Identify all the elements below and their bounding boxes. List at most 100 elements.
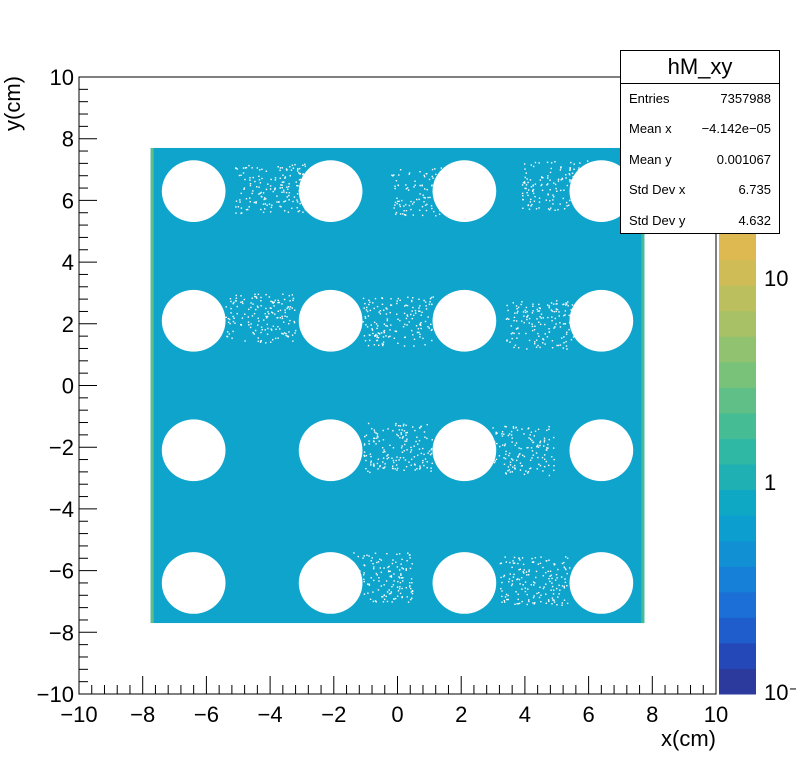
- sparse-bin: [257, 317, 259, 320]
- sparse-bin: [266, 315, 269, 318]
- sparse-bin: [570, 309, 572, 311]
- sparse-bin: [516, 312, 518, 314]
- sparse-bin: [372, 579, 375, 582]
- sparse-bin: [411, 329, 413, 332]
- sparse-bin: [367, 315, 370, 317]
- sparse-bin: [508, 433, 511, 435]
- sparse-bin: [257, 337, 260, 339]
- sparse-bin: [279, 309, 282, 312]
- sparse-bin: [508, 318, 510, 320]
- sparse-bin: [410, 299, 413, 302]
- sparse-bin: [423, 201, 425, 203]
- sparse-bin: [396, 300, 398, 302]
- sparse-bin: [504, 444, 506, 447]
- sparse-bin: [538, 162, 540, 164]
- sparse-bin: [402, 325, 405, 328]
- sparse-bin: [396, 302, 398, 305]
- sparse-bin: [279, 205, 281, 208]
- sparse-bin: [363, 444, 366, 446]
- sparse-bin: [289, 319, 291, 322]
- sparse-bin: [527, 470, 530, 473]
- sparse-bin: [282, 321, 285, 323]
- sparse-bin: [519, 583, 521, 585]
- sparse-bin: [518, 557, 520, 559]
- sparse-bin: [525, 306, 528, 309]
- sparse-bin: [429, 453, 432, 456]
- sparse-bin: [516, 337, 518, 339]
- sparse-bin: [364, 435, 366, 438]
- stats-value: 4.632: [738, 212, 771, 228]
- sparse-bin: [373, 437, 376, 440]
- sparse-bin: [424, 344, 426, 346]
- y-tick-label: −4: [49, 497, 74, 522]
- sparse-bin: [509, 471, 512, 473]
- sparse-bin: [292, 167, 295, 169]
- sparse-bin: [378, 311, 380, 313]
- sparse-bin: [515, 328, 518, 330]
- sparse-bin: [263, 198, 265, 201]
- hole: [161, 289, 226, 352]
- sparse-bin: [294, 329, 297, 332]
- sparse-bin: [281, 332, 283, 335]
- sparse-bin: [431, 207, 433, 210]
- sparse-bin: [272, 325, 275, 327]
- sparse-bin: [555, 323, 557, 325]
- sparse-bin: [424, 188, 426, 190]
- sparse-bin: [390, 298, 392, 300]
- stats-value: 7357988: [720, 91, 771, 106]
- sparse-bin: [532, 165, 535, 168]
- sparse-bin: [414, 312, 417, 314]
- sparse-bin: [546, 304, 549, 306]
- sparse-bin: [408, 172, 411, 174]
- sparse-bin: [551, 316, 553, 318]
- sparse-bin: [542, 338, 545, 341]
- sparse-bin: [528, 317, 531, 320]
- sparse-bin: [391, 467, 394, 470]
- sparse-bin: [371, 329, 374, 331]
- sparse-bin: [227, 317, 230, 320]
- sparse-bin: [254, 329, 257, 332]
- sparse-bin: [532, 189, 534, 192]
- y-tick-label: 6: [62, 188, 74, 213]
- sparse-bin: [376, 561, 378, 564]
- y-tick-label: −2: [49, 435, 74, 460]
- sparse-bin: [260, 208, 262, 211]
- sparse-bin: [284, 309, 286, 311]
- sparse-bin: [532, 190, 534, 193]
- sparse-bin: [423, 464, 425, 467]
- sparse-bin: [387, 454, 389, 456]
- sparse-bin: [364, 317, 367, 319]
- sparse-bin: [292, 340, 294, 342]
- sparse-bin: [563, 566, 565, 568]
- sparse-bin: [397, 297, 400, 300]
- sparse-bin: [237, 206, 240, 208]
- sparse-bin: [403, 469, 405, 471]
- sparse-bin: [243, 188, 245, 190]
- sparse-bin: [525, 184, 528, 186]
- sparse-bin: [554, 161, 556, 163]
- sparse-bin: [261, 168, 263, 170]
- sparse-bin: [393, 580, 395, 582]
- sparse-bin: [413, 445, 415, 447]
- sparse-bin: [538, 197, 541, 199]
- color-bar-segment: [719, 259, 756, 286]
- sparse-bin: [274, 189, 276, 191]
- sparse-bin: [566, 602, 569, 605]
- sparse-bin: [506, 304, 508, 307]
- sparse-bin: [287, 185, 290, 188]
- sparse-bin: [390, 591, 393, 593]
- sparse-bin: [551, 340, 554, 342]
- sparse-bin: [388, 593, 391, 595]
- sparse-bin: [571, 172, 574, 175]
- sparse-bin: [421, 214, 424, 217]
- sparse-bin: [260, 296, 262, 299]
- sparse-bin: [291, 207, 293, 210]
- sparse-bin: [558, 311, 560, 313]
- sparse-bin: [572, 175, 574, 178]
- sparse-bin: [283, 181, 285, 183]
- sparse-bin: [524, 587, 527, 589]
- sparse-bin: [552, 589, 555, 591]
- sparse-bin: [512, 560, 514, 562]
- sparse-bin: [564, 578, 566, 580]
- sparse-bin: [519, 559, 521, 561]
